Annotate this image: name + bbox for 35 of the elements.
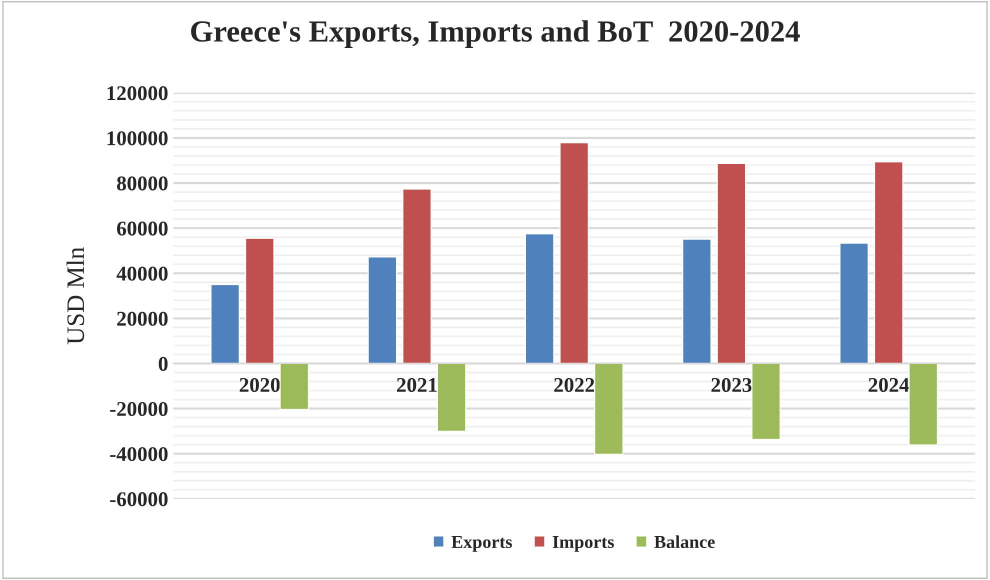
bar xyxy=(594,362,624,455)
y-tick-label: -20000 xyxy=(110,402,168,416)
bar xyxy=(751,362,781,440)
y-tick-label: 20000 xyxy=(117,312,168,326)
legend-label: Balance xyxy=(654,535,715,548)
chart-title: Greece's Exports, Imports and BoT 2020-2024 xyxy=(191,20,800,48)
y-tick-label: 60000 xyxy=(117,222,168,236)
legend-label: Exports xyxy=(452,536,512,552)
y-tick-label: -40000 xyxy=(110,447,168,462)
legend-label: Imports xyxy=(552,536,614,552)
y-tick-label: 120000 xyxy=(108,86,168,100)
y-tick-label: 0 xyxy=(158,356,168,371)
bar xyxy=(245,238,274,364)
bar xyxy=(559,142,589,364)
y-tick-label: -60000 xyxy=(110,492,168,506)
bar xyxy=(280,362,310,410)
bar xyxy=(368,256,398,364)
bar xyxy=(524,233,554,364)
x-tick-label: 2020 xyxy=(240,378,280,392)
x-tick-label: 2023 xyxy=(711,378,752,392)
bar xyxy=(436,362,466,432)
y-tick-label: 100000 xyxy=(108,131,168,146)
x-tick-label: 2024 xyxy=(868,378,910,392)
x-tick-label: 2021 xyxy=(397,378,437,392)
bar xyxy=(716,162,746,364)
bar xyxy=(402,188,432,364)
bar xyxy=(210,284,240,364)
bar xyxy=(682,238,712,364)
bar xyxy=(874,161,904,364)
y-axis-title: USD Mln xyxy=(66,247,84,344)
bar xyxy=(908,362,938,446)
bar xyxy=(839,242,869,364)
x-tick-label: 2022 xyxy=(554,378,594,392)
y-tick-label: 80000 xyxy=(117,176,168,190)
y-tick-label: 40000 xyxy=(116,266,168,281)
